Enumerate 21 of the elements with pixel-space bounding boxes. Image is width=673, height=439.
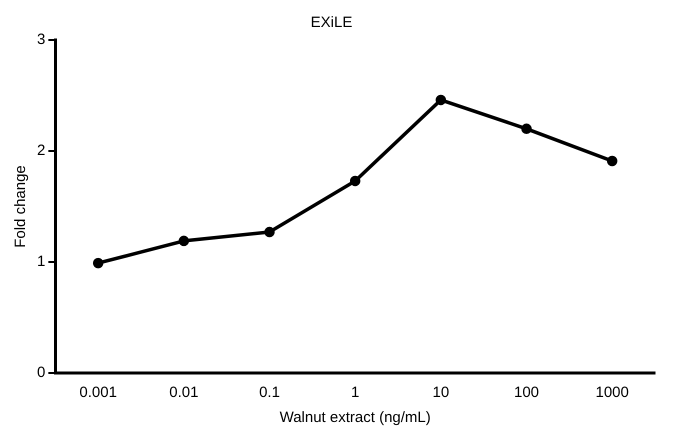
x-tick-label: 10 xyxy=(432,384,450,402)
point xyxy=(521,124,532,134)
x-tick-label: 0.1 xyxy=(259,384,280,402)
y-tick-label: 0 xyxy=(37,364,46,382)
point xyxy=(92,258,104,268)
point xyxy=(264,226,275,238)
point xyxy=(606,156,618,166)
x-tick-label: 0.001 xyxy=(79,384,117,402)
chart-title: EXiLE xyxy=(310,14,352,32)
x-tick-label: 1000 xyxy=(595,384,629,402)
y-tick-label: 1 xyxy=(37,253,46,270)
point xyxy=(350,176,360,186)
y-tick-label: 2 xyxy=(37,142,46,160)
x-axis-title: Walnut extract (ng/mL) xyxy=(280,409,431,426)
y-axis-title: Fold change xyxy=(12,165,30,248)
y-tick-label: 3 xyxy=(37,31,46,48)
point xyxy=(436,94,446,106)
x-tick-label: 1 xyxy=(351,384,360,402)
x-tick-label: 0.01 xyxy=(169,384,198,402)
point xyxy=(178,236,190,246)
x-tick-label: 100 xyxy=(514,384,540,402)
